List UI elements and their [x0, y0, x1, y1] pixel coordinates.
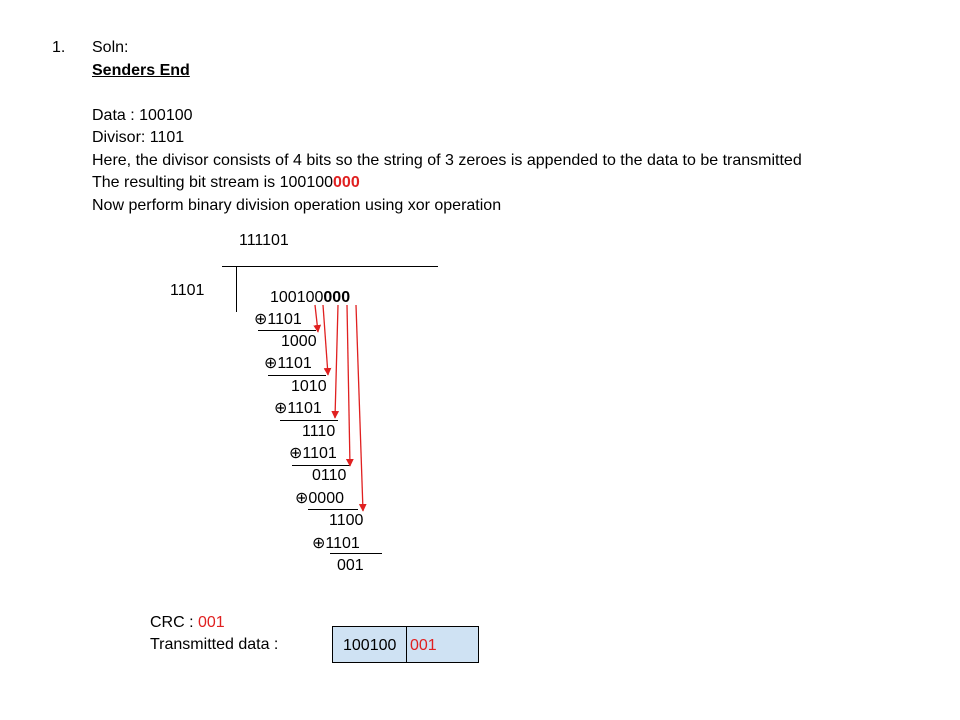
- division-bar-side: [236, 266, 237, 312]
- bitstream-line: The resulting bit stream is 100100000: [92, 173, 360, 193]
- bring-down-arrow-1: [313, 304, 322, 333]
- remainder-4: 0110: [312, 467, 347, 484]
- operation-line: Now perform binary division operation us…: [92, 197, 502, 214]
- dividend-appended-zeros: 000: [323, 289, 351, 306]
- subtraction-line-4: [292, 465, 350, 466]
- subtraction-line-6: [330, 553, 382, 554]
- bring-down-arrow-2: [322, 304, 332, 376]
- explanation-line: Here, the divisor consists of 4 bits so …: [92, 152, 802, 169]
- subtraction-line-2: [268, 375, 326, 376]
- subtraction-line-5: [308, 509, 358, 510]
- dividend-data-part: 100100: [270, 289, 324, 306]
- transmitted-divider: [406, 627, 407, 662]
- transmitted-crc-part: 001: [410, 637, 437, 654]
- division-divisor: 1101: [170, 282, 205, 299]
- bring-down-arrow-4: [345, 304, 354, 467]
- section-heading: Senders End: [92, 62, 190, 79]
- remainder-3: 1110: [302, 423, 336, 440]
- remainder-6: 001: [337, 557, 364, 574]
- bring-down-arrow-5: [355, 304, 367, 512]
- transmitted-data-part: 100100: [343, 637, 397, 654]
- crc-line: CRC : 001: [150, 613, 225, 633]
- transmitted-label: Transmitted data :: [150, 636, 279, 653]
- xor-operand-2: ⊕1101: [264, 355, 312, 372]
- subtraction-line-3: [280, 420, 338, 421]
- xor-operand-6: ⊕1101: [312, 535, 360, 552]
- soln-label: Soln:: [92, 39, 129, 56]
- xor-operand-4: ⊕1101: [289, 445, 337, 462]
- divisor-line: Divisor: 1101: [92, 129, 185, 146]
- bring-down-arrow-3: [331, 304, 340, 419]
- remainder-1: 1000: [281, 333, 317, 350]
- bitstream-appended-zeros: 000: [333, 174, 360, 191]
- subtraction-line-1: [258, 330, 316, 331]
- division-bar-top: [222, 266, 438, 267]
- crc-label: CRC :: [150, 614, 198, 631]
- xor-operand-3: ⊕1101: [274, 400, 322, 417]
- remainder-5: 1100: [329, 512, 364, 529]
- data-line: Data : 100100: [92, 107, 193, 124]
- bitstream-prefix: The resulting bit stream is 100100: [92, 174, 334, 191]
- remainder-2: 1010: [291, 378, 327, 395]
- transmitted-data-box: 100100 001: [332, 626, 479, 663]
- quotient: 111101: [239, 232, 289, 249]
- item-number: 1.: [52, 39, 66, 56]
- xor-operand-5: ⊕0000: [295, 490, 344, 507]
- xor-operand-1: ⊕1101: [254, 311, 302, 328]
- dividend: 100100000: [270, 288, 350, 308]
- crc-value: 001: [198, 614, 225, 631]
